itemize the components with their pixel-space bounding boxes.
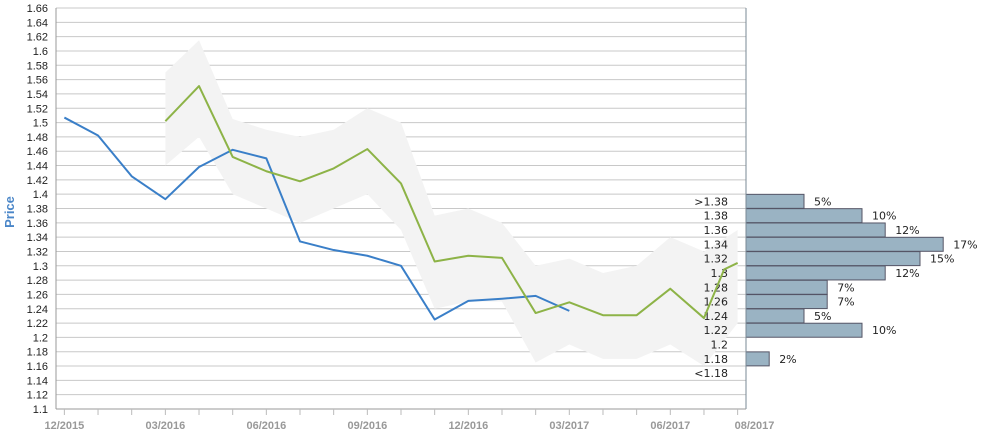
x-tick-label: 03/2016 — [145, 420, 185, 432]
y-tick-label: 1.1 — [33, 404, 48, 416]
y-tick-label: 1.3 — [33, 261, 48, 273]
y-tick-label: 1.24 — [27, 304, 48, 316]
histogram-percent-label: 12% — [895, 267, 919, 280]
y-tick-label: 1.4 — [33, 189, 48, 201]
y-tick-label: 1.44 — [27, 161, 48, 173]
x-tick-label: 06/2017 — [650, 420, 690, 432]
y-tick-label: 1.14 — [27, 375, 48, 387]
histogram-percent-label: 2% — [779, 353, 796, 366]
forecast-band — [165, 40, 738, 367]
forecast-price-line — [164, 85, 739, 320]
y-tick-label: 1.18 — [27, 347, 48, 359]
histogram-bin-label: 1.34 — [704, 238, 729, 251]
y-tick-label: 1.2 — [33, 332, 48, 344]
y-tick-label: 1.26 — [27, 289, 48, 301]
y-tick-label: 1.66 — [27, 3, 48, 15]
histogram-percent-label: 12% — [895, 224, 919, 237]
y-tick-label: 1.5 — [33, 118, 48, 130]
histogram-bar — [745, 308, 805, 324]
histogram-bar — [745, 222, 886, 238]
y-tick-label: 1.56 — [27, 75, 48, 87]
axes: 1.11.121.141.161.181.21.221.241.261.281.… — [27, 3, 775, 432]
y-tick-label: 1.54 — [27, 89, 48, 101]
histogram-bin-label: 1.36 — [704, 224, 729, 237]
histogram-bar — [745, 265, 886, 281]
histogram: >1.38 5%1.38 10%1.36 12%1.34 17%1.32 15%1.3 12… — [694, 193, 978, 380]
y-axis-label: Price — [2, 196, 17, 228]
x-tick-label: 06/2016 — [246, 420, 286, 432]
y-tick-label: 1.38 — [27, 204, 48, 216]
histogram-bar — [745, 208, 863, 224]
histogram-bin-label: >1.38 — [694, 195, 728, 208]
histogram-percent-label: 7% — [837, 281, 854, 294]
histogram-percent-label: 10% — [872, 324, 896, 337]
x-tick-label: 12/2015 — [44, 420, 84, 432]
y-tick-label: 1.34 — [27, 232, 48, 244]
histogram-bar — [745, 193, 805, 209]
y-tick-label: 1.58 — [27, 60, 48, 72]
y-tick-label: 1.52 — [27, 103, 48, 115]
histogram-bar — [745, 294, 828, 310]
y-tick-label: 1.48 — [27, 132, 48, 144]
x-tick-label: 12/2016 — [448, 420, 488, 432]
histogram-percent-label: 5% — [814, 195, 831, 208]
y-tick-label: 1.22 — [27, 318, 48, 330]
histogram-percent-label: 5% — [814, 310, 831, 323]
y-tick-label: 1.64 — [27, 17, 48, 29]
histogram-percent-label: 7% — [837, 296, 854, 309]
y-tick-label: 1.12 — [27, 390, 48, 402]
histogram-bar — [745, 351, 770, 367]
histogram-percent-label: 10% — [872, 210, 896, 223]
histogram-percent-label: 15% — [930, 253, 954, 266]
histogram-bin-label: 1.32 — [704, 253, 729, 266]
histogram-bin-label: 1.26 — [704, 296, 729, 309]
histogram-bar — [745, 322, 863, 338]
histogram-percent-label: 17% — [953, 238, 977, 251]
x-tick-label: 03/2017 — [549, 420, 589, 432]
histogram-bin-label: 1.2 — [711, 339, 729, 352]
x-tick-label: 08/2017 — [735, 420, 775, 432]
y-tick-label: 1.6 — [33, 46, 48, 58]
histogram-bin-label: <1.18 — [694, 367, 728, 380]
y-tick-label: 1.28 — [27, 275, 48, 287]
histogram-bar — [745, 279, 828, 295]
histogram-bar — [745, 251, 921, 267]
histogram-bin-label: 1.24 — [704, 310, 729, 323]
y-tick-label: 1.32 — [27, 246, 48, 258]
y-tick-label: 1.36 — [27, 218, 48, 230]
series-lines — [63, 85, 739, 321]
forecast-band-area — [165, 40, 738, 367]
x-tick-label: 09/2016 — [347, 420, 387, 432]
y-tick-label: 1.46 — [27, 146, 48, 158]
histogram-bin-label: 1.38 — [704, 210, 729, 223]
histogram-bin-label: 1.22 — [704, 324, 729, 337]
histogram-bin-label: 1.18 — [704, 353, 729, 366]
y-tick-label: 1.42 — [27, 175, 48, 187]
y-tick-label: 1.62 — [27, 32, 48, 44]
y-tick-label: 1.16 — [27, 361, 48, 373]
historical-price-line — [63, 116, 570, 321]
histogram-bar — [745, 236, 944, 252]
